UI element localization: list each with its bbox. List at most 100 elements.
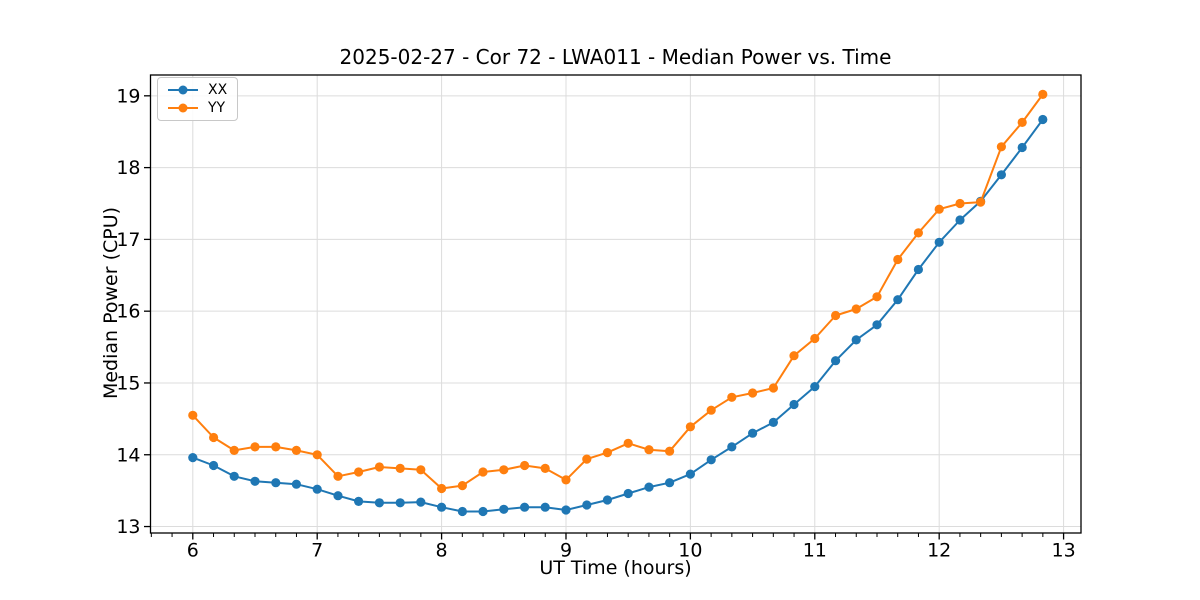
data-point-yy (602, 448, 613, 458)
y-tick-label: 16 (116, 301, 140, 323)
data-point-yy (188, 410, 198, 420)
data-point-xx (623, 488, 633, 499)
data-point-yy (789, 351, 799, 361)
data-point-yy (893, 254, 903, 265)
x-tick-label: 12 (927, 540, 951, 562)
x-tick-label: 10 (678, 540, 702, 562)
data-point-yy (1038, 89, 1048, 99)
data-point-xx (893, 295, 903, 305)
data-point-yy (209, 432, 219, 443)
data-point-yy (354, 467, 364, 477)
data-point-yy (312, 450, 322, 460)
data-point-yy (582, 454, 592, 464)
y-tick-label: 13 (116, 516, 140, 538)
data-point-xx (913, 264, 924, 275)
x-tick-label: 8 (436, 540, 448, 562)
grid-lines (150, 75, 1081, 533)
data-point-yy (996, 142, 1007, 152)
data-point-xx (934, 237, 944, 247)
data-point-xx (374, 498, 384, 508)
data-point-xx (312, 484, 322, 494)
data-point-xx (1038, 114, 1048, 125)
data-point-yy (540, 463, 550, 473)
data-point-xx (478, 506, 488, 517)
data-point-xx (561, 505, 571, 515)
data-point-yy (374, 462, 384, 472)
data-point-xx (333, 491, 343, 501)
tick-labels: 6 7 8 9 10 11 12 13 13 14 15 16 17 18 19 (116, 85, 1075, 561)
data-point-xx (706, 455, 716, 465)
x-axis-label: UT Time (hours) (539, 557, 692, 579)
data-point-xx (872, 320, 882, 330)
data-point-yy (561, 475, 571, 485)
series-yy (188, 89, 1048, 494)
data-point-xx (1017, 142, 1027, 153)
data-point-yy (768, 383, 779, 393)
data-point-xx (810, 382, 820, 392)
data-point-xx (955, 215, 965, 225)
data-point-xx (768, 417, 779, 427)
data-point-yy (976, 197, 986, 207)
data-point-xx (540, 502, 550, 512)
data-point-xx (209, 460, 219, 471)
data-point-yy (810, 333, 820, 344)
data-point-xx (644, 482, 654, 492)
x-tick-label: 6 (187, 540, 199, 562)
data-point-xx (789, 399, 799, 410)
data-point-xx (602, 495, 613, 505)
data-point-xx (520, 502, 530, 512)
x-tick-label: 7 (311, 540, 323, 562)
data-point-yy (291, 445, 301, 455)
data-point-xx (271, 478, 281, 488)
legend-line-marker-icon (168, 85, 198, 95)
legend-line-marker-icon (168, 103, 198, 113)
y-tick-label: 18 (116, 157, 140, 179)
data-point-yy (644, 445, 654, 455)
data-point-yy (271, 442, 281, 452)
data-point-xx (727, 442, 737, 452)
data-point-xx (665, 478, 675, 488)
series-line-yy (191, 93, 1044, 490)
data-point-xx (851, 335, 861, 345)
axis-ticks (144, 95, 1065, 540)
data-point-yy (478, 467, 488, 477)
plot-border (149, 74, 1082, 534)
chart-title: 2025-02-27 - Cor 72 - LWA011 - Median Po… (339, 45, 892, 69)
data-point-yy (748, 388, 758, 398)
data-point-xx (437, 502, 447, 512)
data-point-yy (623, 438, 633, 448)
data-point-yy (685, 422, 696, 432)
data-point-xx (748, 428, 758, 438)
y-tick-label: 14 (116, 444, 140, 466)
data-point-xx (685, 469, 696, 479)
legend-label-xx: XX (208, 82, 228, 98)
data-point-yy (913, 228, 924, 238)
data-point-yy (250, 442, 260, 452)
y-tick-label: 15 (116, 372, 140, 394)
data-point-xx (291, 479, 301, 489)
data-point-xx (831, 356, 841, 366)
data-point-xx (229, 471, 239, 481)
data-point-yy (499, 465, 509, 475)
y-tick-label: 17 (116, 229, 140, 251)
data-point-yy (229, 445, 239, 455)
data-point-yy (851, 304, 861, 314)
data-point-yy (1017, 117, 1027, 127)
data-point-xx (499, 504, 509, 514)
legend-item-xx: XX (166, 82, 227, 98)
data-point-yy (520, 460, 530, 471)
data-point-yy (395, 463, 405, 473)
data-point-xx (250, 476, 260, 486)
data-point-xx (416, 497, 426, 507)
y-axis-label: Median Power (CPU) (100, 206, 122, 400)
data-point-xx (395, 498, 405, 508)
data-point-yy (955, 198, 965, 209)
data-point-xx (582, 500, 592, 510)
data-point-xx (457, 506, 467, 517)
series-xx (188, 114, 1048, 517)
data-point-yy (665, 446, 675, 456)
x-tick-label: 11 (803, 540, 827, 562)
legend: XX YY (157, 77, 239, 121)
data-point-xx (996, 170, 1007, 180)
